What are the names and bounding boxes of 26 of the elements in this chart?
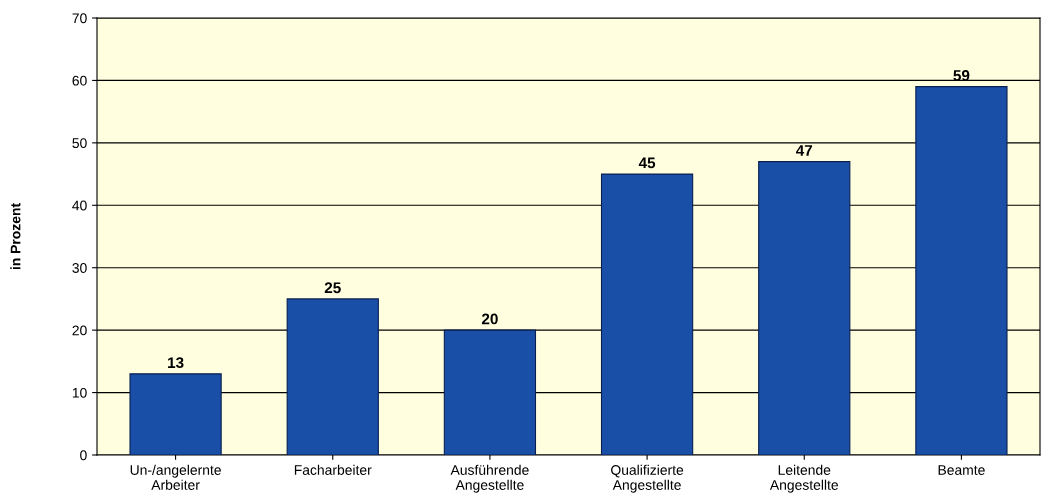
y-tick-label: 10 [72, 387, 87, 398]
data-label: 47 [795, 145, 813, 156]
data-label: 25 [324, 282, 341, 294]
bar [286, 298, 379, 455]
x-tick-label: Un-/angelernte Arbeiter [130, 464, 221, 490]
x-tick-label: Leitende Angestellte [769, 464, 838, 493]
bar [600, 173, 694, 455]
bar [129, 373, 222, 455]
x-tick-label: Qualifizierte Angestellte [611, 464, 684, 493]
x-tick-label: Ausführende Angestellte [450, 464, 529, 493]
y-axis-title: in Prozent [10, 203, 21, 270]
x-tick-label: Beamte [938, 465, 985, 475]
y-tick-label: 30 [72, 263, 87, 273]
y-tick-label: 40 [72, 200, 87, 211]
y-tick-label: 60 [72, 75, 87, 86]
data-label: 13 [168, 357, 184, 369]
bar [443, 329, 537, 455]
y-tick-label: 70 [72, 13, 87, 24]
x-tick-label: Facharbeiter [294, 464, 372, 475]
bar [915, 86, 1008, 455]
y-tick-label: 20 [72, 325, 87, 336]
bar [758, 161, 851, 455]
y-tick-label: 0 [80, 450, 87, 461]
data-label: 45 [638, 157, 656, 169]
y-tick-label: 50 [72, 138, 87, 149]
data-label: 20 [481, 313, 498, 325]
